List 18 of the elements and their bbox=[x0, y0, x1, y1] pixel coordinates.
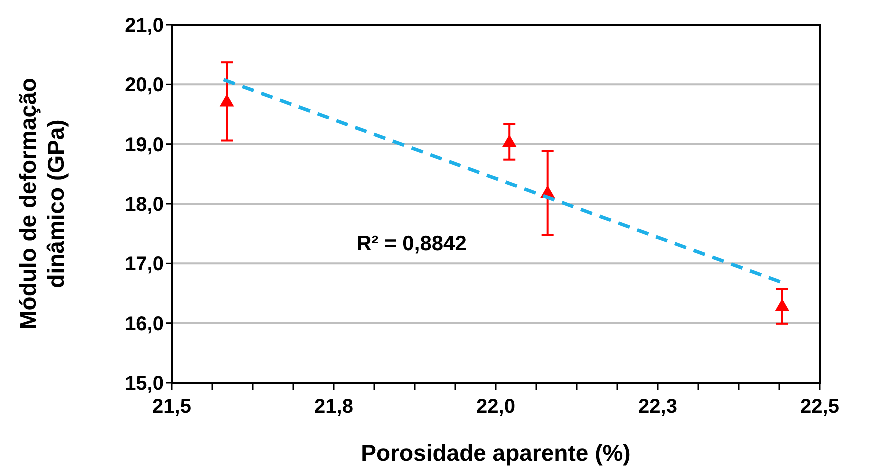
x-tick-label: 22,3 bbox=[638, 396, 678, 418]
y-tick-label: 20,0 bbox=[125, 74, 164, 97]
annotation: R² = 0,8842 bbox=[356, 232, 467, 256]
x-tick-label: 21,5 bbox=[152, 396, 192, 418]
point bbox=[220, 94, 234, 107]
y-tick-label: 15,0 bbox=[125, 373, 164, 395]
y-tick-label: 21,0 bbox=[125, 15, 164, 37]
y-tick-label: 16,0 bbox=[125, 313, 164, 336]
x-tick-label: 22,0 bbox=[476, 396, 516, 418]
x-tick-label: 21,8 bbox=[314, 396, 354, 418]
x-axis-title: Porosidade aparente (%) bbox=[361, 440, 631, 466]
y-axis-title: Módulo de deformação dinâmico (GPa) bbox=[14, 77, 70, 332]
y-tick-label: 17,0 bbox=[125, 254, 164, 276]
point bbox=[775, 298, 790, 312]
x-tick-label: 22,5 bbox=[800, 396, 840, 418]
point bbox=[502, 134, 517, 148]
y-tick-label: 19,0 bbox=[125, 134, 164, 156]
y-tick-label: 18,0 bbox=[125, 194, 164, 216]
